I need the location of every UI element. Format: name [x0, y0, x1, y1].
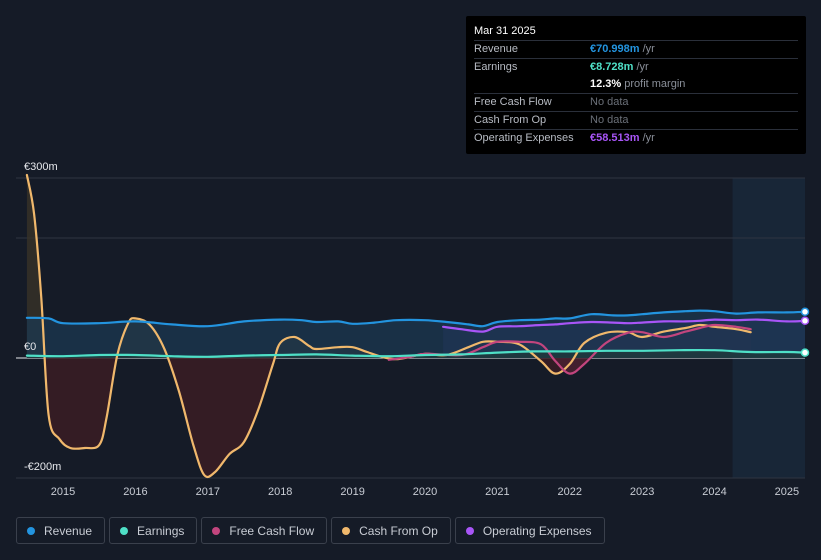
series-areas — [26, 175, 805, 477]
line-revenue — [25, 309, 807, 328]
legend: Revenue Earnings Free Cash Flow Cash Fro… — [16, 517, 609, 546]
tooltip-row-revenue: Revenue €70.998m /yr — [474, 40, 798, 58]
legend-dot-icon — [342, 526, 351, 535]
x-tick-label: 2021 — [485, 486, 509, 498]
tooltip-date: Mar 31 2025 — [474, 25, 536, 37]
line-operating-expenses — [442, 318, 807, 333]
end-marker-revenue — [800, 307, 810, 317]
legend-dot-icon — [120, 526, 129, 535]
y-tick-label: €0 — [24, 341, 36, 353]
tooltip-label: Revenue — [474, 43, 519, 55]
x-tick-label: 2025 — [775, 486, 799, 498]
line-cash-from-op — [25, 173, 752, 479]
tooltip-value: No data — [590, 114, 629, 126]
legend-label: Earnings — [137, 523, 185, 538]
y-tick-label: -€200m — [24, 461, 61, 473]
legend-label: Revenue — [44, 523, 93, 538]
tooltip-label — [474, 76, 590, 93]
x-tick-label: 2024 — [702, 486, 726, 498]
legend-item-free-cash-flow[interactable]: Free Cash Flow — [201, 517, 328, 544]
tooltip-value: €8.728m — [590, 61, 634, 73]
line-earnings — [25, 348, 807, 358]
tooltip-value: €70.998m — [590, 43, 640, 55]
tooltip-row-cash-from-op: Cash From Op No data — [474, 111, 798, 129]
legend-dot-icon — [465, 526, 474, 535]
tooltip-label: Cash From Op — [474, 114, 547, 126]
tooltip-label: Earnings — [474, 61, 518, 73]
tooltip-row-free-cash-flow: Free Cash Flow No data — [474, 93, 798, 111]
tooltip-panel: Mar 31 2025 Revenue €70.998m /yr Earning… — [466, 16, 806, 154]
tooltip-label: Free Cash Flow — [474, 96, 552, 108]
series-lines — [25, 173, 807, 479]
end-marker-operating-expenses — [800, 316, 810, 326]
legend-label: Operating Expenses — [482, 523, 592, 538]
legend-item-revenue[interactable]: Revenue — [16, 517, 106, 544]
end-markers — [800, 307, 810, 357]
area-earnings — [26, 350, 805, 358]
legend-item-operating-expenses[interactable]: Operating Expenses — [454, 517, 605, 544]
legend-dot-icon — [212, 526, 221, 535]
tooltip-unit: /yr — [633, 61, 649, 73]
tooltip-label: Operating Expenses — [474, 132, 574, 144]
tooltip-row-earnings: Earnings €8.728m /yr — [474, 58, 798, 76]
x-tick-label: 2018 — [268, 486, 292, 498]
tooltip-value: 12.3% — [590, 78, 622, 90]
y-tick-label: €300m — [24, 161, 58, 173]
tooltip-unit: profit margin — [621, 78, 686, 90]
legend-label: Free Cash Flow — [229, 523, 315, 538]
tooltip-unit: /yr — [639, 43, 655, 55]
legend-dot-icon — [27, 526, 35, 535]
legend-item-earnings[interactable]: Earnings — [109, 517, 198, 544]
end-marker-earnings — [800, 348, 810, 357]
area-cash-from-op-negative — [26, 358, 751, 477]
x-tick-label: 2016 — [123, 486, 147, 498]
tooltip-value: No data — [590, 96, 629, 108]
axis-ticks: €300m €0 -€200m 2015 2016 2017 2018 2019 2020 202… — [24, 161, 799, 498]
tooltip-row-margin: 12.3% profit margin — [474, 76, 798, 93]
area-free-cash-flow-negative — [388, 358, 751, 374]
tooltip-unit: /yr — [639, 132, 655, 144]
x-tick-label: 2019 — [340, 486, 364, 498]
x-tick-label: 2022 — [558, 486, 582, 498]
legend-item-cash-from-op[interactable]: Cash From Op — [331, 517, 451, 544]
x-tick-label: 2015 — [51, 486, 75, 498]
x-tick-label: 2020 — [413, 486, 437, 498]
legend-label: Cash From Op — [359, 523, 438, 538]
tooltip-value: €58.513m — [590, 132, 640, 144]
x-tick-label: 2023 — [630, 486, 654, 498]
x-tick-label: 2017 — [196, 486, 220, 498]
tooltip-row-operating-expenses: Operating Expenses €58.513m /yr — [474, 129, 798, 147]
